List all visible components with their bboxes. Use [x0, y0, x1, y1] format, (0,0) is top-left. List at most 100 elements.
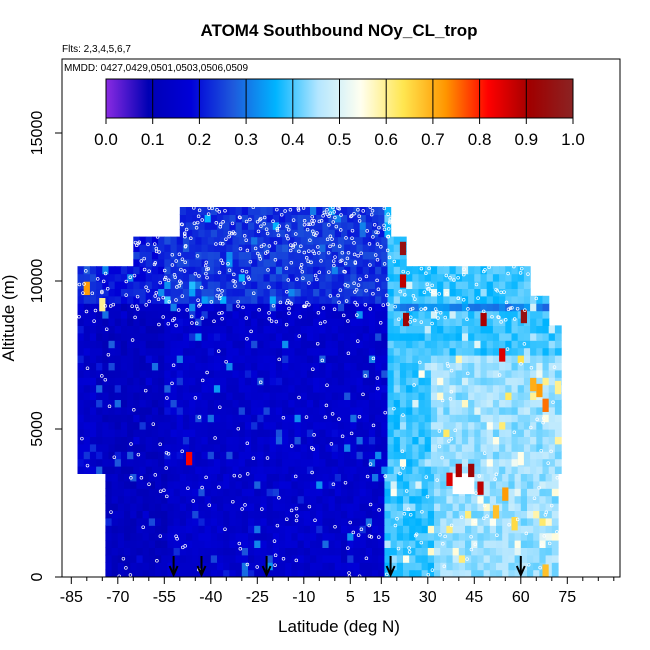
heatmap-cell: [399, 251, 407, 260]
heatmap-cell: [356, 288, 364, 297]
sample-point: [183, 234, 187, 239]
heatmap-cell: [195, 288, 203, 297]
heatmap-cell: [176, 332, 184, 341]
heatmap-cell: [551, 480, 559, 489]
sample-point: [258, 380, 263, 385]
sample-point: [179, 267, 183, 272]
heatmap-cell: [226, 310, 234, 319]
heatmap-cell: [170, 406, 178, 415]
heatmap-cell: [213, 258, 221, 267]
sample-point: [170, 381, 174, 386]
sample-point: [100, 290, 104, 295]
sample-point: [147, 299, 151, 304]
heatmap-cell: [282, 458, 289, 467]
highlight-cell: [446, 472, 453, 486]
heatmap-cell: [449, 377, 457, 386]
heatmap-cell: [282, 258, 289, 267]
heatmap-cell: [244, 347, 252, 356]
sample-point: [162, 268, 167, 273]
heatmap-cell: [303, 517, 311, 526]
heatmap-cell: [319, 369, 327, 378]
heatmap-cell: [517, 436, 525, 445]
heatmap-cell: [291, 488, 299, 497]
heatmap-cell: [387, 244, 395, 252]
heatmap-cell: [443, 325, 451, 334]
heatmap-cell: [207, 392, 215, 400]
heatmap-cell: [105, 517, 113, 526]
heatmap-cell: [117, 517, 125, 526]
heatmap-cell: [279, 229, 286, 238]
heatmap-cell: [263, 347, 271, 356]
heatmap-cell: [347, 532, 354, 541]
heatmap-cell: [204, 214, 212, 223]
heatmap-cell: [145, 392, 153, 400]
heatmap-cell: [362, 414, 370, 423]
heatmap-cell: [499, 332, 506, 341]
sample-point: [238, 246, 243, 251]
sample-point: [424, 271, 428, 276]
heatmap-cell: [139, 429, 147, 437]
heatmap-cell: [105, 562, 113, 571]
sample-point: [462, 267, 466, 272]
sample-point: [338, 259, 343, 263]
heatmap-cell: [229, 214, 237, 223]
heatmap-cell: [328, 517, 336, 526]
heatmap-cell: [353, 554, 361, 563]
heatmap-cell: [213, 436, 221, 445]
heatmap-cell: [260, 480, 268, 489]
heatmap-cell: [285, 207, 292, 215]
heatmap-cell: [127, 332, 134, 341]
heatmap-cell: [164, 392, 172, 400]
sample-point: [388, 217, 393, 221]
heatmap-cell: [238, 347, 246, 356]
heatmap-cell: [316, 495, 323, 504]
heatmap-cell: [167, 473, 175, 482]
heatmap-cell: [387, 414, 395, 423]
heatmap-cell: [244, 266, 252, 275]
heatmap-cell: [418, 295, 426, 304]
sample-point: [418, 360, 422, 365]
heatmap-cell: [415, 488, 423, 497]
heatmap-cell: [306, 244, 314, 252]
heatmap-cell: [142, 562, 150, 571]
sample-point: [205, 370, 209, 375]
heatmap-cell: [288, 273, 296, 282]
heatmap-cell: [288, 303, 296, 312]
heatmap-cell: [542, 377, 550, 386]
heatmap-cell: [461, 310, 469, 319]
heatmap-cell: [548, 451, 556, 460]
heatmap-cell: [520, 554, 528, 563]
heatmap-cell: [337, 414, 345, 423]
heatmap-cell: [337, 347, 345, 356]
heatmap-cell: [387, 384, 395, 393]
heatmap-cell: [344, 399, 351, 408]
heatmap-cell: [244, 384, 252, 393]
sample-point: [337, 244, 342, 248]
heatmap-cell: [523, 384, 531, 393]
heatmap-cell: [297, 525, 305, 534]
heatmap-cell: [424, 451, 432, 460]
sample-point: [217, 485, 221, 490]
heatmap-cell: [446, 525, 454, 534]
heatmap-cell: [223, 473, 230, 482]
heatmap-cell: [238, 281, 246, 289]
heatmap-cell: [139, 318, 147, 326]
heatmap-cell: [133, 355, 141, 363]
sample-point: [374, 230, 378, 234]
heatmap-cell: [325, 266, 333, 275]
heatmap-cell: [257, 347, 265, 356]
heatmap-cell: [334, 503, 342, 511]
heatmap-cell: [468, 436, 475, 445]
heatmap-cell: [263, 273, 271, 282]
heatmap-cell: [285, 488, 292, 497]
sample-point: [419, 307, 423, 311]
heatmap-cell: [505, 421, 513, 430]
heatmap-cell: [337, 355, 345, 363]
heatmap-cell: [461, 303, 469, 312]
sample-point: [524, 531, 529, 536]
heatmap-cell: [176, 436, 184, 445]
heatmap-cell: [523, 458, 531, 467]
heatmap-cell: [480, 436, 488, 445]
heatmap-cell: [365, 510, 373, 519]
heatmap-cell: [316, 569, 323, 577]
